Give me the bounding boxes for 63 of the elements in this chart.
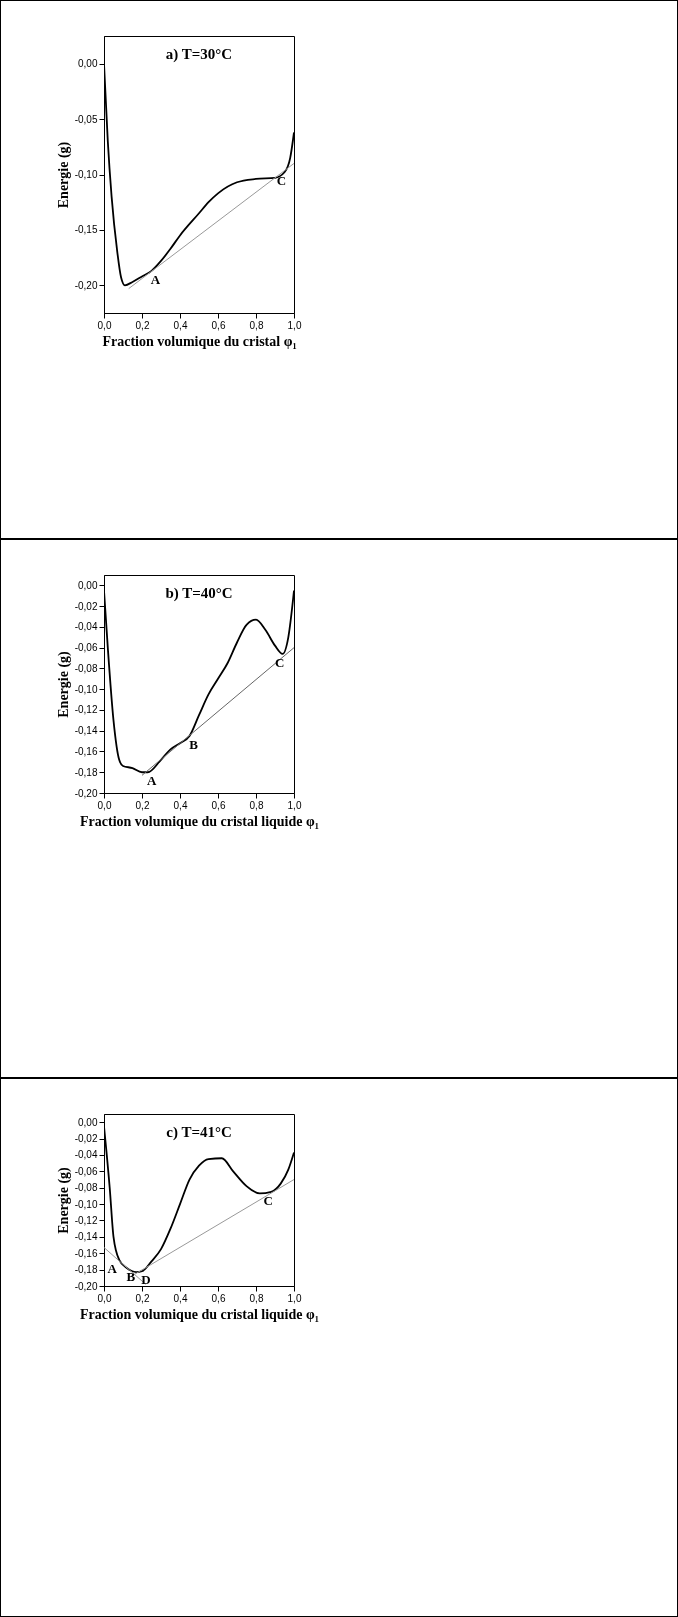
y-axis-title: Energie (g): [55, 141, 72, 209]
y-tick-label: -0,16: [74, 1247, 98, 1259]
x-tick-label: 0,2: [135, 799, 150, 811]
y-tick-label: -0,18: [74, 1264, 98, 1276]
y-tick-label: -0,06: [74, 1165, 98, 1177]
text: c) T=41°C: [166, 1124, 232, 1141]
annotation: A: [107, 1260, 118, 1276]
y-tick-label: -0,02: [74, 600, 98, 612]
y-tick-label: -0,15: [74, 224, 98, 236]
y-tick-label: -0,08: [74, 1182, 98, 1194]
annotation: C: [263, 1192, 273, 1208]
x-tick-label: 0,0: [97, 1292, 112, 1304]
y-tick-label: -0,14: [74, 725, 98, 737]
x-tick-label: 0,8: [249, 319, 264, 331]
x-tick-label: 0,4: [173, 319, 188, 331]
y-tick-label: 0,00: [78, 58, 98, 70]
x-tick-label: 0,0: [97, 319, 112, 331]
x-tick-label: 0,0: [97, 799, 112, 811]
x-tick-label: 0,8: [249, 799, 264, 811]
y-tick-label: -0,02: [74, 1133, 98, 1145]
annotation: D: [141, 1272, 151, 1288]
y-tick-label: -0,12: [74, 1214, 98, 1226]
annotation: B: [126, 1268, 136, 1284]
y-tick-label: -0,12: [74, 704, 98, 716]
x-tick-label: 0,4: [173, 1292, 188, 1304]
x-axis-title: Fraction volumique du cristal liquide φ₁: [80, 1306, 319, 1322]
x-tick-label: 1,0: [287, 1292, 302, 1304]
x-tick-label: 0,2: [135, 319, 150, 331]
y-tick-label: -0,16: [74, 745, 98, 757]
y-tick-label: -0,08: [74, 662, 98, 674]
y-tick-label: -0,18: [74, 766, 98, 778]
x-axis-title: Fraction volumique du cristal liquide φ₁: [80, 813, 319, 829]
y-tick-label: -0,20: [74, 279, 98, 291]
y-tick-label: -0,10: [74, 169, 98, 180]
y-tick-label: 0,00: [78, 1116, 98, 1128]
y-tick-label: -0,05: [74, 113, 98, 125]
annotation: A: [147, 773, 157, 789]
annotation: C: [274, 654, 285, 670]
y-axis-title: Energie (g): [55, 1166, 72, 1234]
x-tick-label: 0,8: [249, 1292, 264, 1304]
annotation: A: [150, 271, 161, 287]
x-tick-label: 1,0: [287, 319, 302, 331]
y-tick-label: -0,10: [74, 683, 98, 695]
x-tick-label: 0,2: [135, 1292, 150, 1304]
annotation: C: [276, 173, 287, 189]
y-tick-label: -0,04: [74, 1149, 98, 1161]
y-tick-label: -0,20: [74, 1280, 98, 1292]
y-axis-title: Energie (g): [55, 650, 72, 718]
y-tick-label: -0,20: [74, 787, 98, 799]
y-tick-label: -0,06: [74, 642, 98, 654]
x-tick-label: 0,6: [211, 1292, 226, 1304]
x-tick-label: 1,0: [287, 799, 302, 811]
y-tick-label: -0,14: [74, 1231, 98, 1243]
text: b) T=40°C: [165, 585, 233, 602]
y-tick-label: -0,04: [74, 621, 98, 633]
y-tick-label: 0,00: [78, 579, 98, 591]
annotation: B: [189, 736, 199, 752]
x-tick-label: 0,6: [211, 319, 226, 331]
x-tick-label: 0,6: [211, 799, 226, 811]
x-tick-label: 0,4: [173, 799, 188, 811]
y-tick-label: -0,10: [74, 1198, 98, 1210]
x-axis-title: Fraction volumique du cristal φ₁: [102, 333, 297, 349]
text: a) T=30°C: [165, 46, 233, 63]
